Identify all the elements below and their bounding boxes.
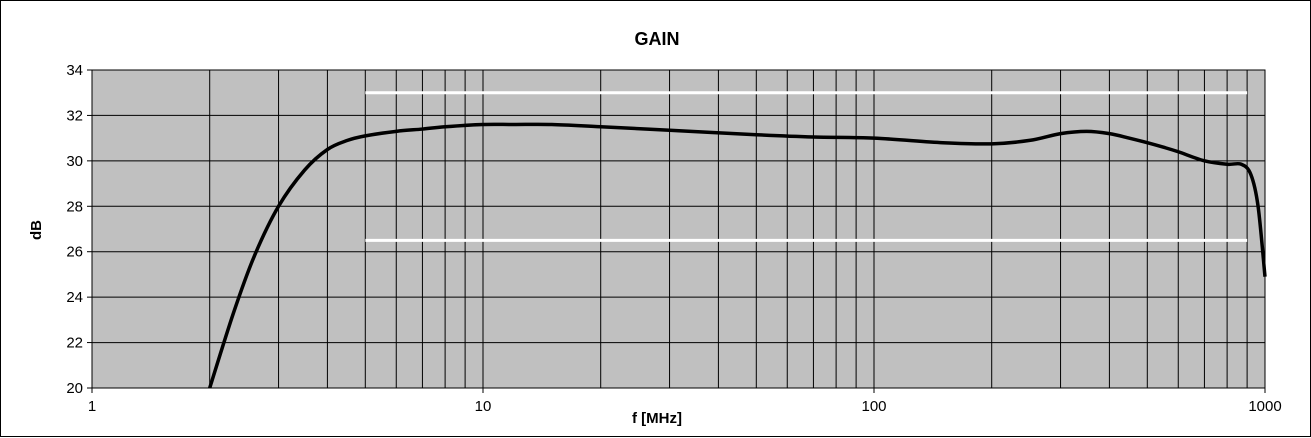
plot-area: [92, 70, 1265, 388]
y-tick-label: 28: [66, 198, 83, 215]
x-tick-labels: 1 10 100 1000: [88, 398, 1282, 415]
x-tick-label: 10: [475, 398, 492, 415]
gain-curve: [208, 122, 1267, 389]
y-tick-label: 32: [66, 107, 83, 124]
y-tick-label: 22: [66, 335, 83, 352]
x-tick-label: 1: [88, 398, 96, 415]
x-tick-label: 1000: [1248, 398, 1281, 415]
y-tick-label: 24: [66, 289, 83, 306]
limit-lines: [365, 91, 1248, 242]
y-tick-label: 20: [66, 380, 83, 397]
y-tick-label: 34: [66, 62, 83, 79]
y-tick-labels: 20 22 24 26 28 30 32 34: [66, 62, 83, 397]
x-axis-title: f [MHz]: [632, 410, 682, 427]
chart-title: GAIN: [635, 29, 680, 49]
x-tick-label: 100: [861, 398, 886, 415]
plot-border: [91, 69, 1266, 389]
y-tick-label: 30: [66, 153, 83, 170]
y-axis-title: dB: [28, 220, 45, 240]
y-tick-label: 26: [66, 244, 83, 261]
